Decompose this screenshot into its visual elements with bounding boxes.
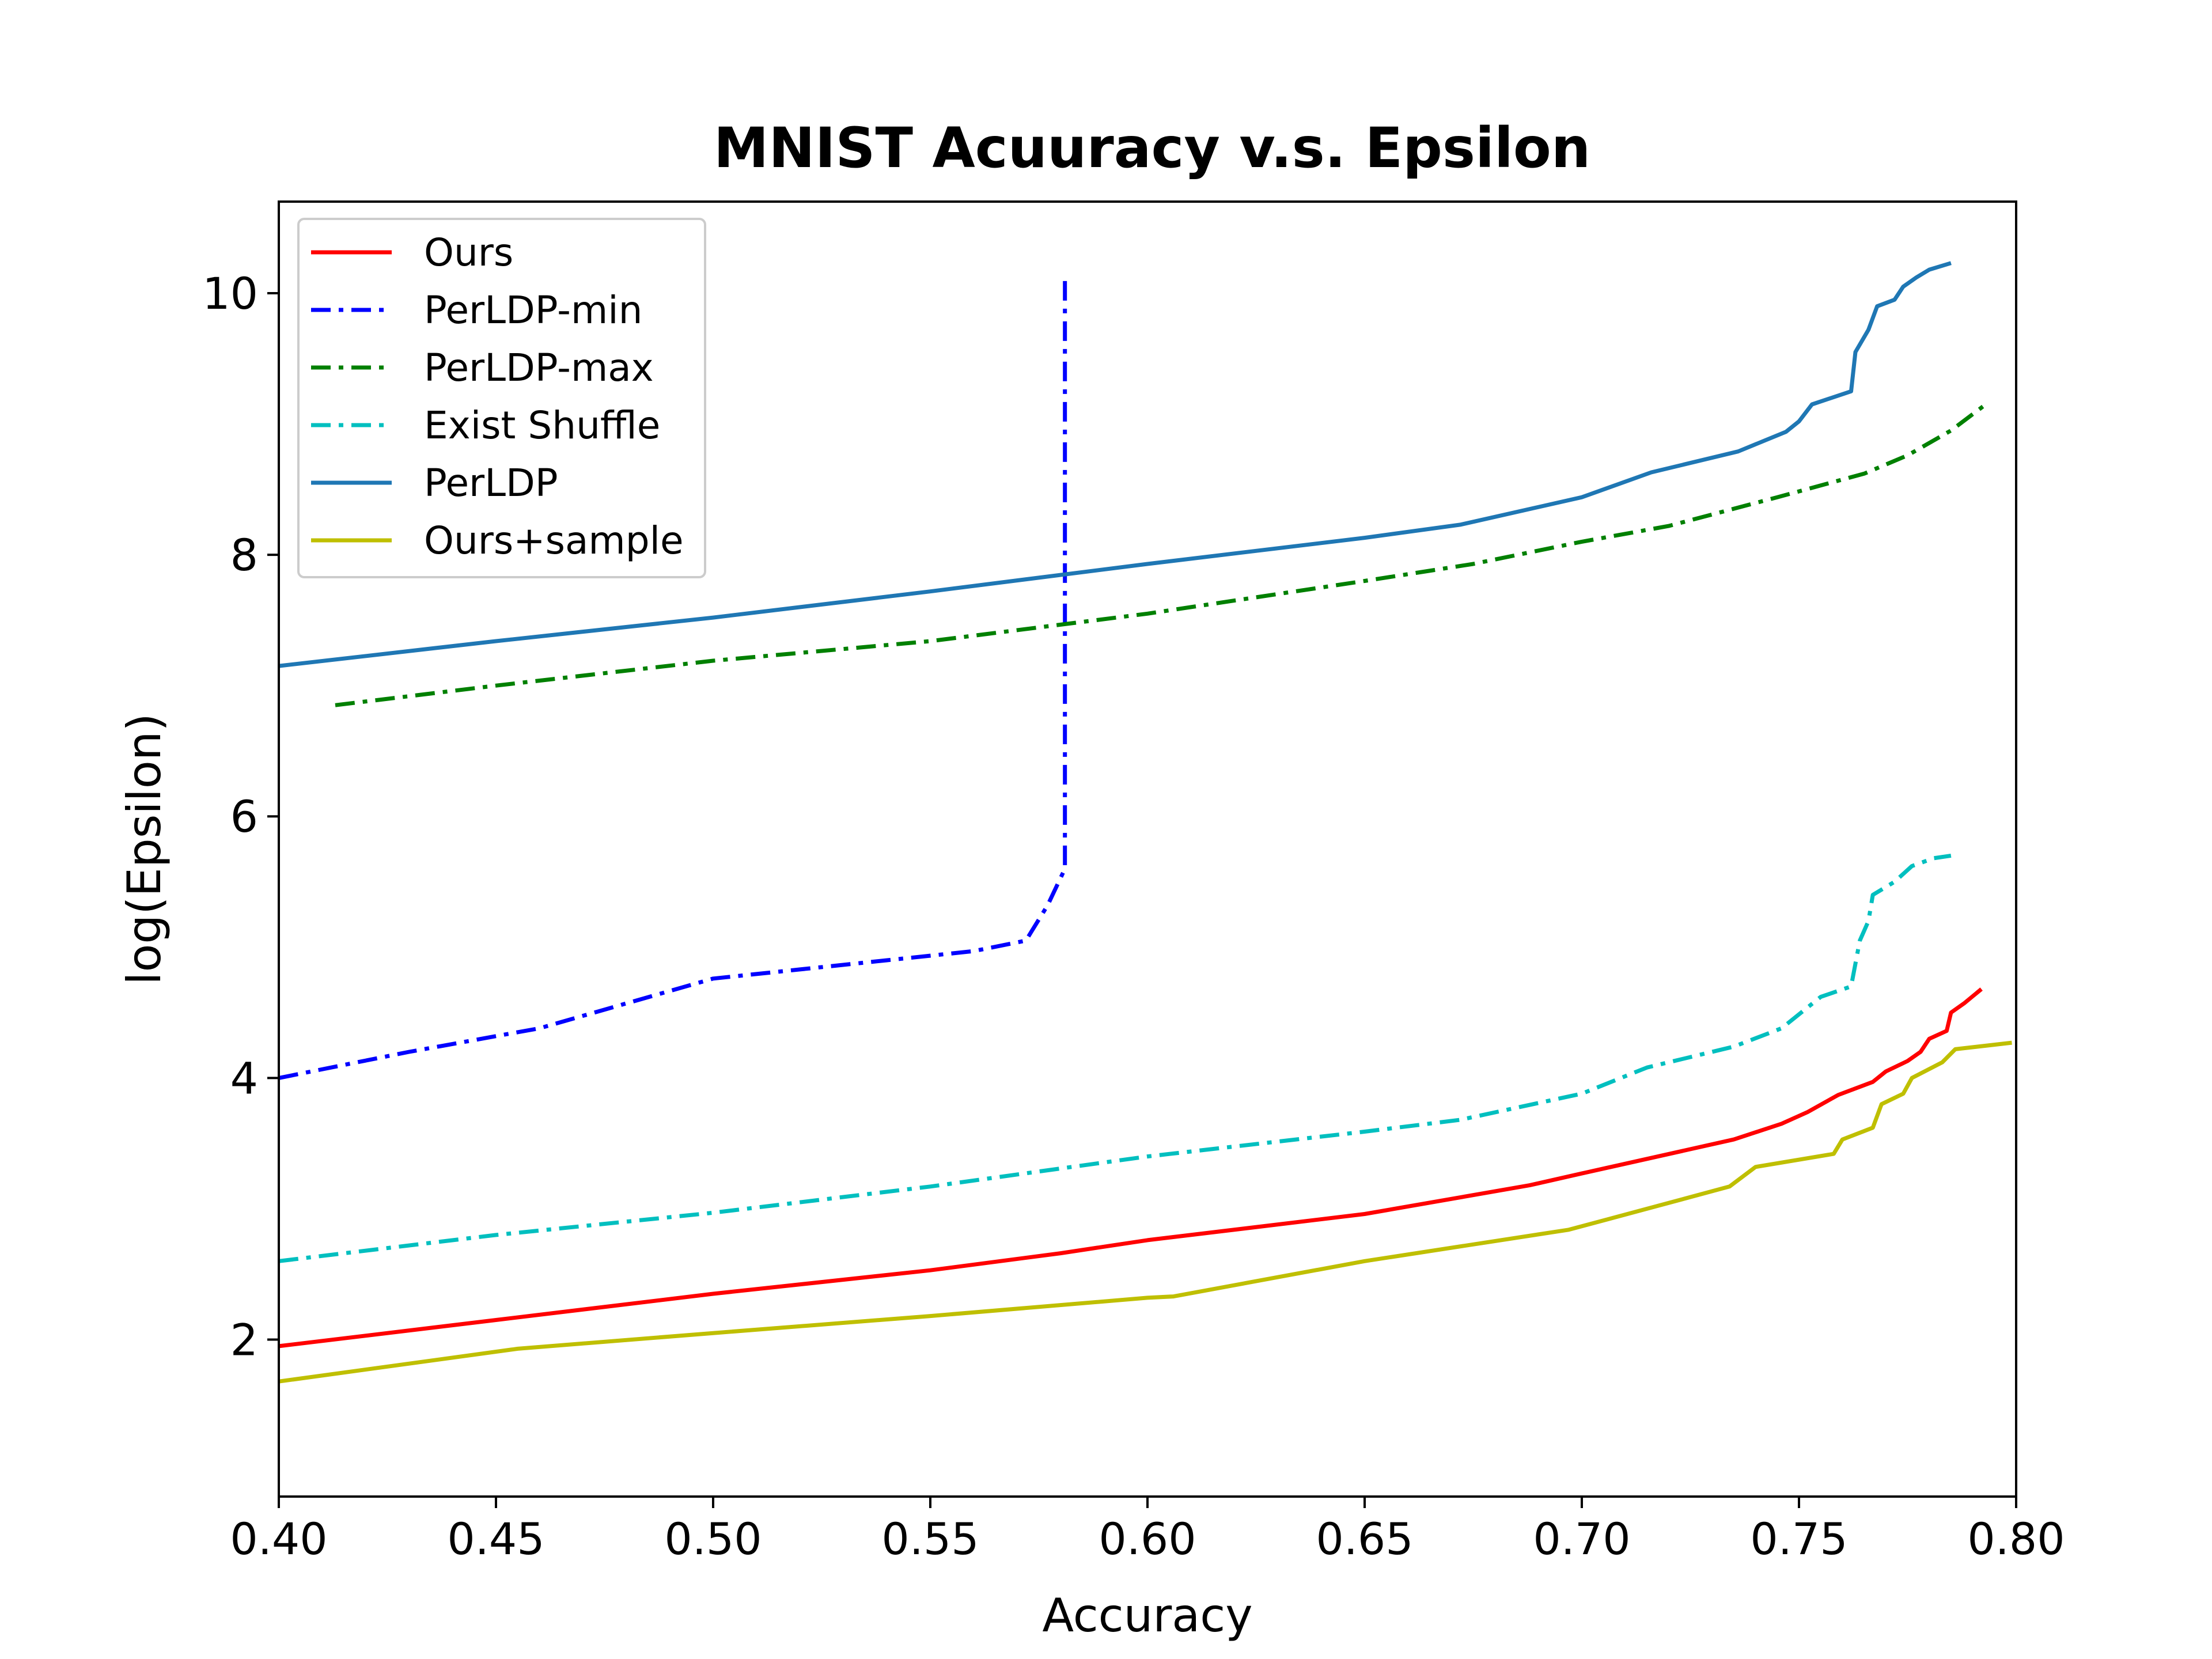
series-line-perldp <box>278 261 1952 668</box>
legend-box <box>297 218 706 578</box>
legend-label: Ours+sample <box>424 518 684 563</box>
legend-label: PerLDP-min <box>424 288 642 332</box>
x-tick-label: 0.45 <box>447 1513 544 1565</box>
y-tick-label: 10 <box>202 268 258 319</box>
series-line-perldp-min <box>278 277 1067 1080</box>
x-tick-label: 0.65 <box>1316 1513 1413 1565</box>
x-tick-label: 0.55 <box>881 1513 979 1565</box>
series-line-ours-sample <box>278 1040 2012 1384</box>
y-tick-label: 4 <box>230 1052 258 1104</box>
chart-title: MNIST Acuuracy v.s. Epsilon <box>714 116 1590 180</box>
x-tick-label: 0.70 <box>1533 1513 1630 1565</box>
legend: Ours PerLDP-min PerLDP-max Exist Shuffle Per… <box>297 218 706 578</box>
series-line-perldp-max <box>335 403 1987 707</box>
legend-label: PerLDP-max <box>424 346 654 390</box>
y-tick-label: 8 <box>230 529 258 581</box>
series-line-ours <box>278 987 1983 1349</box>
x-tick-label: 0.40 <box>230 1513 327 1565</box>
x-tick-label: 0.75 <box>1750 1513 1847 1565</box>
x-tick-label: 0.50 <box>664 1513 762 1565</box>
y-tick-label: 6 <box>230 791 258 842</box>
y-axis-label: log(Epsilon) <box>118 713 171 984</box>
series-line-exist-shuffle <box>278 853 1952 1263</box>
y-tick-label: 2 <box>230 1315 258 1366</box>
x-tick-label: 0.80 <box>1967 1513 2065 1565</box>
y-axis: 2 4 6 8 10 <box>202 268 279 1366</box>
x-axis-label: Accuracy <box>1042 1589 1252 1642</box>
x-axis: 0.40 0.45 0.50 0.55 0.60 0.65 0.70 0.75 0.80 <box>230 1497 2065 1565</box>
series-layer <box>278 261 2012 1384</box>
legend-label: Ours <box>424 230 513 275</box>
x-tick-label: 0.60 <box>1099 1513 1196 1565</box>
legend-label: PerLDP <box>424 461 558 505</box>
legend-label: Exist Shuffle <box>424 403 660 448</box>
